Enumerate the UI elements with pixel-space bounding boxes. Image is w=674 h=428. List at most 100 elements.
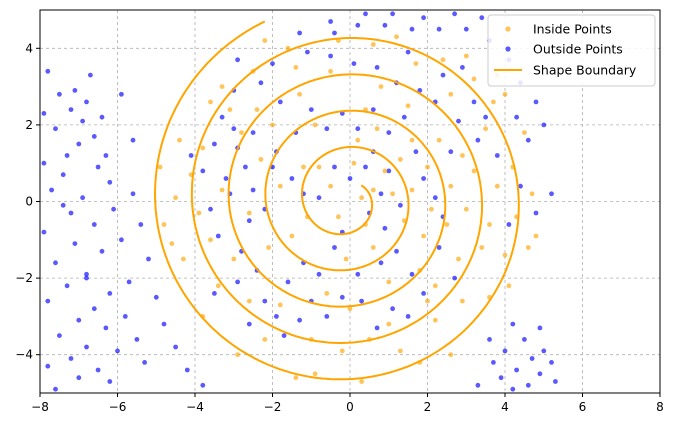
legend-marker-outside — [505, 46, 511, 52]
inside-point-49 — [448, 91, 454, 97]
x-tick-label: 4 — [501, 400, 509, 414]
y-tick-label: 4 — [25, 41, 33, 55]
outside-point-70 — [246, 218, 252, 224]
outside-point-171 — [541, 348, 547, 354]
outside-point-62 — [212, 141, 217, 147]
outside-point-45 — [99, 114, 105, 120]
outside-point-44 — [60, 202, 66, 208]
inside-point-91 — [525, 245, 531, 250]
outside-point-133 — [405, 49, 411, 55]
legend-box — [487, 14, 656, 87]
outside-point-187 — [277, 99, 283, 105]
outside-point-21 — [53, 260, 58, 266]
outside-point-117 — [382, 225, 388, 231]
outside-point-43 — [84, 275, 89, 281]
outside-point-35 — [115, 348, 120, 354]
inside-point-7 — [390, 191, 395, 197]
inside-point-36 — [347, 306, 353, 312]
inside-point-3 — [351, 160, 357, 166]
inside-point-57 — [487, 222, 492, 227]
x-tick-label: −8 — [31, 400, 49, 414]
inside-point-64 — [215, 283, 221, 289]
x-tick-label: −2 — [264, 400, 282, 414]
x-tick-label: 2 — [424, 400, 432, 414]
outside-point-134 — [440, 72, 446, 78]
outside-point-15 — [68, 210, 74, 216]
outside-point-108 — [386, 130, 392, 136]
outside-point-135 — [460, 65, 465, 70]
inside-point-24 — [429, 206, 434, 212]
inside-point-0 — [359, 195, 364, 201]
inside-point-18 — [374, 126, 380, 132]
outside-point-38 — [134, 337, 140, 342]
outside-point-98 — [436, 245, 442, 250]
outside-point-99 — [452, 275, 457, 281]
inside-point-40 — [239, 130, 244, 136]
inside-point-54 — [483, 126, 488, 132]
outside-point-56 — [184, 367, 190, 373]
outside-point-24 — [64, 283, 70, 289]
outside-point-12 — [49, 187, 54, 193]
inside-point-8 — [316, 164, 322, 170]
inside-point-85 — [522, 130, 527, 136]
inside-point-22 — [312, 122, 318, 128]
inside-point-67 — [491, 99, 496, 105]
outside-point-138 — [475, 137, 481, 143]
inside-point-20 — [277, 183, 283, 189]
x-tick-label: 6 — [579, 400, 587, 414]
y-tick-label: −4 — [15, 348, 33, 362]
inside-point-78 — [370, 42, 376, 47]
outside-point-20 — [99, 248, 105, 254]
outside-point-179 — [553, 379, 558, 384]
inside-point-100 — [394, 34, 399, 40]
outside-point-75 — [235, 279, 241, 285]
inside-point-13 — [301, 164, 306, 170]
outside-point-58 — [130, 137, 136, 143]
outside-point-137 — [483, 114, 488, 120]
inside-point-106 — [157, 164, 163, 170]
outside-point-112 — [347, 176, 353, 181]
outside-point-7 — [91, 134, 97, 139]
shape-boundary-line — [154, 20, 520, 381]
y-tick-label: 2 — [25, 118, 33, 132]
inside-point-63 — [494, 183, 500, 189]
outside-point-180 — [235, 57, 241, 63]
inside-point-107 — [432, 283, 438, 289]
inside-point-25 — [266, 245, 271, 250]
outside-point-25 — [107, 291, 113, 296]
inside-point-92 — [359, 379, 364, 384]
outside-point-178 — [475, 382, 481, 388]
inside-point-102 — [502, 91, 508, 97]
inside-point-21 — [425, 164, 430, 170]
outside-point-68 — [243, 164, 248, 170]
outside-point-90 — [285, 279, 291, 285]
outside-point-8 — [41, 160, 47, 166]
inside-point-31 — [444, 222, 450, 227]
legend: Inside Points Outside Points Shape Bound… — [487, 14, 656, 87]
outside-point-60 — [188, 153, 194, 158]
outside-point-142 — [382, 22, 388, 28]
inside-point-94 — [448, 352, 454, 358]
outside-point-114 — [378, 191, 384, 197]
outside-point-93 — [332, 245, 337, 250]
shape-boundary-series — [154, 20, 520, 381]
outside-point-156 — [533, 99, 539, 105]
outside-point-106 — [355, 126, 361, 132]
outside-point-120 — [413, 149, 419, 155]
y-tick-label: 0 — [25, 195, 33, 209]
inside-point-70 — [502, 252, 508, 258]
outside-point-152 — [363, 11, 368, 17]
outside-point-29 — [76, 317, 82, 323]
inside-point-50 — [328, 68, 333, 74]
outside-point-55 — [173, 344, 179, 350]
inside-point-16 — [289, 233, 295, 239]
outside-point-23 — [119, 237, 124, 243]
outside-point-54 — [161, 321, 167, 327]
outside-point-1 — [57, 91, 62, 97]
outside-point-163 — [549, 191, 554, 197]
outside-point-184 — [250, 187, 256, 193]
outside-point-148 — [479, 15, 485, 21]
outside-point-154 — [297, 30, 302, 36]
outside-point-34 — [68, 356, 74, 361]
